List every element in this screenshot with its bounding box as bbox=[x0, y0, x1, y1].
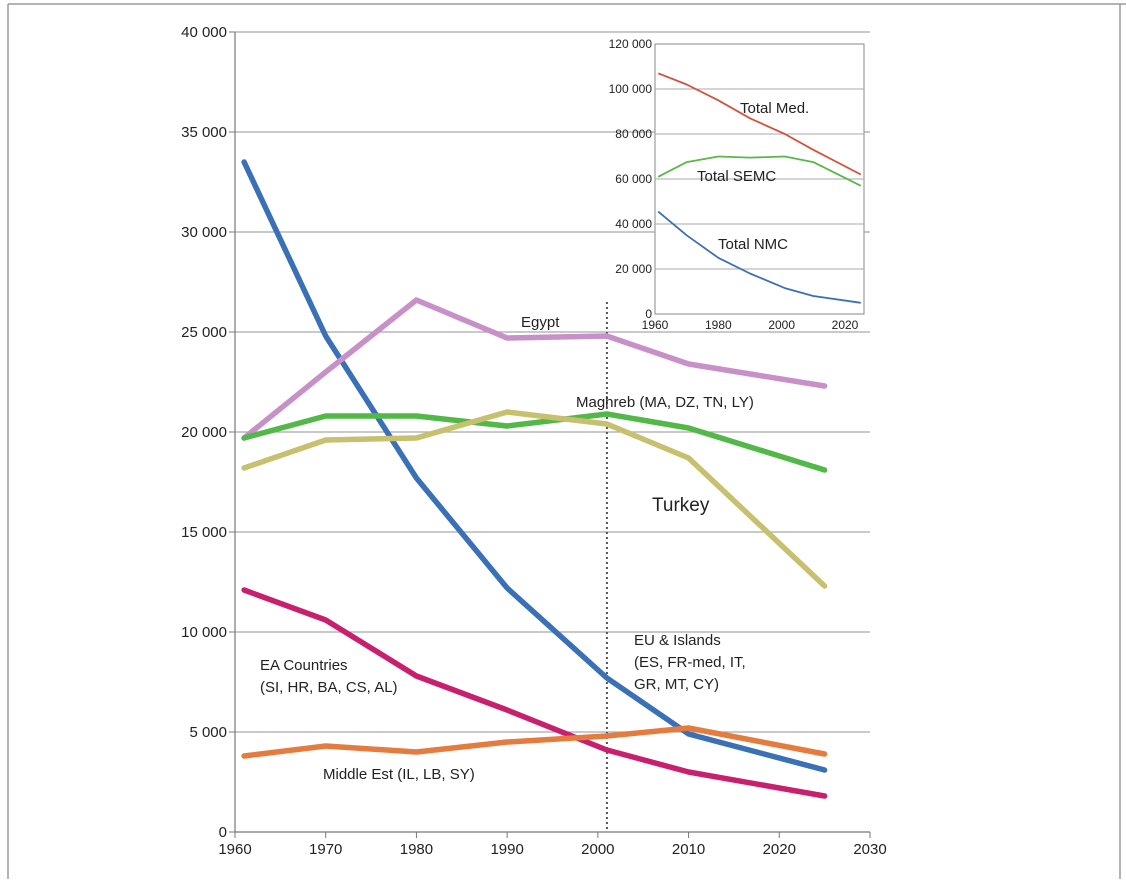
series-line-middle-est-il-lb-sy bbox=[241, 725, 828, 759]
main-y-tick-label: 10 000 bbox=[181, 624, 227, 641]
main-series bbox=[241, 159, 828, 799]
main-y-tick-label: 35 000 bbox=[181, 124, 227, 141]
inset-series-line-total-semc bbox=[657, 155, 862, 187]
series-line-turkey bbox=[241, 409, 828, 589]
annotation-middle-est: Middle Est (IL, LB, SY) bbox=[323, 766, 475, 783]
series-line-maghreb-ma-dz-tn-ly bbox=[241, 411, 828, 473]
annotation-eu-line-3: GR, MT, CY) bbox=[634, 676, 719, 693]
inset-y-tick-label: 80 000 bbox=[615, 127, 652, 141]
series-line-ea-countries-si-hr-ba-cs-al bbox=[241, 587, 828, 799]
inset-x-tick-label: 1980 bbox=[705, 318, 732, 332]
annotation-ea-line-2: (SI, HR, BA, CS, AL) bbox=[260, 679, 398, 696]
annotation-turkey: Turkey bbox=[652, 495, 710, 516]
inset-tick-labels: 0 20 000 40 000 60 000 80 000 100 000 120 000 1… bbox=[609, 37, 859, 332]
inset-label-total-med: Total Med. bbox=[740, 100, 809, 117]
main-x-tick-label: 1960 bbox=[218, 841, 251, 858]
inset-y-tick-label: 120 000 bbox=[609, 37, 653, 51]
main-y-tick-label: 15 000 bbox=[181, 524, 227, 541]
main-x-tick-label: 1980 bbox=[400, 841, 433, 858]
annotation-egypt: Egypt bbox=[521, 314, 560, 331]
series-line-egypt bbox=[241, 297, 828, 441]
main-y-tick-label: 0 bbox=[219, 824, 227, 841]
main-y-tick-label: 30 000 bbox=[181, 224, 227, 241]
main-x-tick-label: 2000 bbox=[581, 841, 614, 858]
inset-y-tick-label: 0 bbox=[645, 307, 652, 321]
annotation-eu-line-2: (ES, FR-med, IT, bbox=[634, 654, 746, 671]
inset-y-tick-label: 100 000 bbox=[609, 82, 653, 96]
inset-chart: 0 20 000 40 000 60 000 80 000 100 000 120 000 1… bbox=[609, 37, 865, 332]
main-x-tick-label: 1970 bbox=[309, 841, 342, 858]
main-axes bbox=[229, 31, 871, 838]
main-y-tick-label: 20 000 bbox=[181, 424, 227, 441]
inset-y-tick-label: 60 000 bbox=[615, 172, 652, 186]
annotation-maghreb: Maghreb (MA, DZ, TN, LY) bbox=[576, 394, 754, 411]
inset-x-tick-label: 2000 bbox=[768, 318, 795, 332]
inset-y-tick-label: 20 000 bbox=[615, 262, 652, 276]
inset-series-line-total-nmc bbox=[657, 210, 861, 304]
main-y-tick-label: 25 000 bbox=[181, 324, 227, 341]
inset-series bbox=[657, 72, 862, 304]
inset-label-total-semc: Total SEMC bbox=[697, 168, 776, 185]
main-x-tick-label: 2030 bbox=[853, 841, 886, 858]
main-y-tick-label: 40 000 bbox=[181, 24, 227, 41]
inset-grid bbox=[655, 88, 864, 270]
series-line-eu-islands-es-fr-med-it-gr-mt-cy bbox=[241, 159, 828, 773]
inset-label-total-nmc: Total NMC bbox=[718, 236, 788, 253]
inset-x-tick-label: 2020 bbox=[832, 318, 859, 332]
inset-series-line-total-med bbox=[657, 72, 862, 176]
inset-y-tick-label: 40 000 bbox=[615, 217, 652, 231]
main-tick-labels: 0 5 000 10 000 15 000 20 000 25 000 30 000 35 0… bbox=[181, 24, 887, 858]
inset-x-tick-label: 1960 bbox=[642, 318, 669, 332]
annotation-ea-line-1: EA Countries bbox=[260, 657, 348, 674]
annotation-eu-line-1: EU & Islands bbox=[634, 632, 721, 649]
main-x-tick-label: 1990 bbox=[490, 841, 523, 858]
main-y-tick-label: 5 000 bbox=[189, 724, 227, 741]
main-x-tick-label: 2010 bbox=[672, 841, 705, 858]
main-x-tick-label: 2020 bbox=[763, 841, 796, 858]
